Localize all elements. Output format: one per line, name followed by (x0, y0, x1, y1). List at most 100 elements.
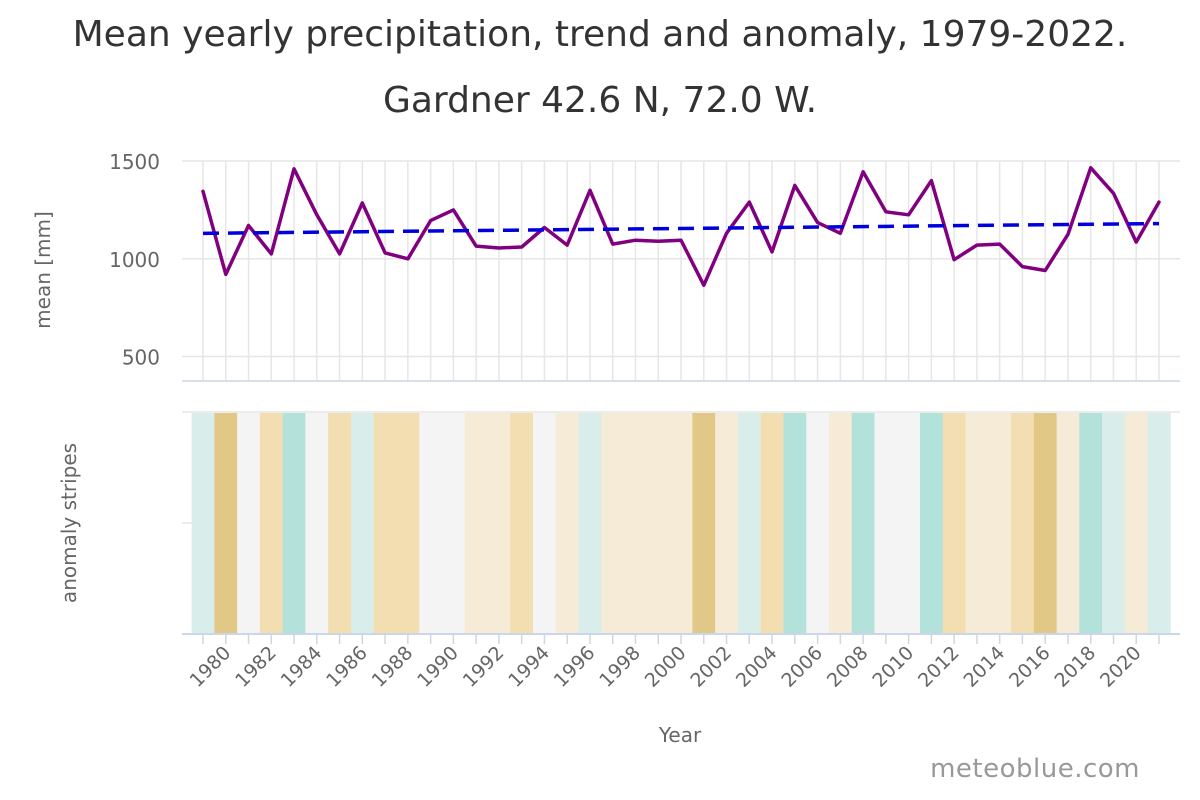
anomaly-stripe (442, 413, 466, 633)
anomaly-stripes (191, 413, 1171, 633)
anomaly-stripe (1011, 413, 1035, 633)
anomaly-stripe (350, 413, 375, 633)
mean-data-point (1043, 269, 1047, 273)
anomaly-stripe (214, 413, 238, 633)
anomaly-stripe (237, 413, 261, 633)
mean-data-point (702, 283, 706, 287)
anomaly-stripe (669, 413, 693, 633)
anomaly-stripe (305, 413, 329, 633)
mean-data-point (998, 242, 1002, 246)
mean-data-point (1134, 240, 1138, 244)
anomaly-stripe (533, 413, 557, 633)
anomaly-stripe (965, 413, 989, 633)
mean-data-point (793, 183, 797, 187)
stripes-axis-title: anomaly stripes (57, 443, 81, 603)
mean-data-point (679, 238, 683, 242)
mean-data-point (884, 210, 888, 214)
anomaly-stripe (692, 413, 716, 633)
x-tick-label: 2000 (641, 642, 691, 692)
anomaly-stripe (828, 413, 853, 633)
anomaly-stripe (578, 413, 602, 633)
mean-data-point (838, 231, 842, 235)
y-axis-title: mean [mm] (31, 211, 55, 329)
mean-data-point (565, 243, 569, 247)
mean-precipitation-line (201, 166, 1161, 287)
x-tick-label: 1990 (413, 642, 463, 692)
x-tick-label: 2014 (959, 642, 1009, 692)
anomaly-stripe (464, 413, 488, 633)
mean-data-point (315, 213, 319, 217)
anomaly-stripe (920, 413, 944, 633)
x-tick-label: 2010 (868, 642, 918, 692)
x-tick-label: 2020 (1096, 642, 1146, 692)
mean-data-point (520, 245, 524, 249)
mean-data-point (588, 188, 592, 192)
mean-data-point (497, 246, 501, 250)
anomaly-stripe (259, 413, 284, 633)
anomaly-stripe (191, 413, 215, 633)
mean-data-point (451, 208, 455, 212)
mean-data-point (975, 243, 979, 247)
credit-text: meteoblue.com (930, 754, 1140, 784)
chart-title: Mean yearly precipitation, trend and ano… (72, 14, 1128, 55)
mean-data-point (338, 252, 342, 256)
x-tick-label: 1994 (504, 642, 554, 692)
mean-data-point (247, 224, 251, 228)
anomaly-stripe (737, 413, 762, 633)
x-tick-label: 1988 (368, 642, 418, 692)
x-tick-label: 2018 (1050, 642, 1100, 692)
x-tick-label: 1996 (550, 642, 600, 692)
anomaly-stripe (1124, 413, 1149, 633)
x-tick-label: 1998 (595, 642, 645, 692)
anomaly-stripe (419, 413, 443, 633)
mean-data-point (725, 231, 729, 235)
x-tick-label: 2002 (686, 642, 736, 692)
x-tick-label: 2004 (732, 642, 782, 692)
anomaly-stripe (1033, 413, 1057, 633)
anomaly-stripe (646, 413, 671, 633)
mean-data-point (656, 239, 660, 243)
anomaly-stripe (328, 413, 352, 633)
anomaly-stripe (942, 413, 966, 633)
mean-data-point (1089, 166, 1093, 170)
anomaly-stripe (1079, 413, 1103, 633)
y-tick-label: 1000 (109, 248, 160, 272)
anomaly-stripe (760, 413, 784, 633)
x-tick-label: 1986 (322, 642, 372, 692)
anomaly-stripe (851, 413, 875, 633)
anomaly-stripe (897, 413, 921, 633)
y-tick-label: 500 (122, 346, 160, 370)
mean-data-point (429, 219, 433, 223)
x-tick-label: 1984 (277, 642, 327, 692)
anomaly-stripe (601, 413, 625, 633)
anomaly-stripe (874, 413, 898, 633)
anomaly-stripe (373, 413, 397, 633)
mean-data-point (929, 179, 933, 183)
mean-data-point (360, 201, 364, 205)
chart-subtitle: Gardner 42.6 N, 72.0 W. (382, 80, 818, 121)
mean-data-point (907, 213, 911, 217)
anomaly-stripe (1056, 413, 1080, 633)
x-tick-label: 2016 (1005, 642, 1055, 692)
mean-data-point (224, 272, 228, 276)
mean-data-point (292, 167, 296, 171)
anomaly-stripe (715, 413, 739, 633)
mean-data-point (474, 244, 478, 248)
grid-lines (182, 160, 1180, 524)
x-tick-label: 2008 (823, 642, 873, 692)
mean-data-point (1066, 232, 1070, 236)
anomaly-stripe (282, 413, 306, 633)
mean-data-point (383, 251, 387, 255)
x-tick-label: 2012 (914, 642, 964, 692)
mean-data-point (861, 170, 865, 174)
anomaly-stripe (510, 413, 534, 633)
mean-data-point (1111, 191, 1115, 195)
anomaly-stripe (783, 413, 807, 633)
mean-data-point (952, 258, 956, 262)
x-tick-label: 1980 (186, 642, 236, 692)
anomaly-stripe (555, 413, 579, 633)
series (201, 166, 1161, 287)
axes (182, 633, 1180, 644)
x-axis-title: Year (658, 723, 702, 747)
mean-data-point (633, 238, 637, 242)
